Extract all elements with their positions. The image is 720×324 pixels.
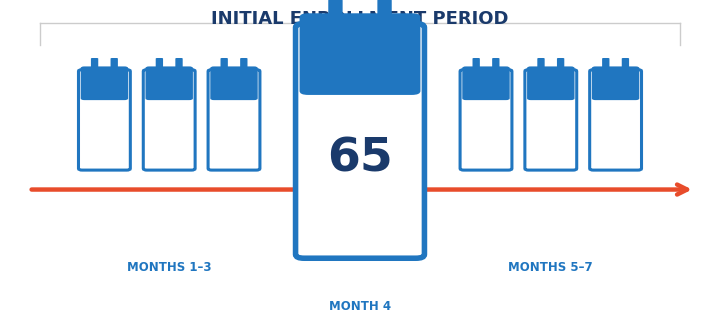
- FancyBboxPatch shape: [460, 70, 512, 170]
- FancyBboxPatch shape: [210, 66, 258, 100]
- Bar: [222, 59, 226, 75]
- FancyBboxPatch shape: [462, 66, 510, 100]
- FancyBboxPatch shape: [78, 70, 130, 170]
- Bar: [494, 59, 498, 75]
- Bar: [474, 59, 478, 75]
- FancyBboxPatch shape: [537, 58, 544, 72]
- FancyBboxPatch shape: [525, 70, 577, 170]
- Bar: [149, 85, 189, 98]
- FancyBboxPatch shape: [145, 66, 193, 100]
- Bar: [214, 85, 254, 98]
- FancyBboxPatch shape: [622, 58, 629, 72]
- FancyBboxPatch shape: [240, 58, 248, 72]
- Bar: [308, 56, 412, 91]
- FancyBboxPatch shape: [81, 66, 128, 100]
- FancyBboxPatch shape: [377, 0, 392, 29]
- Bar: [559, 59, 563, 75]
- FancyBboxPatch shape: [592, 66, 639, 100]
- Bar: [330, 0, 341, 36]
- Bar: [242, 59, 246, 75]
- Text: INITIAL ENROLLMENT PERIOD: INITIAL ENROLLMENT PERIOD: [211, 10, 509, 28]
- FancyBboxPatch shape: [492, 58, 500, 72]
- Bar: [177, 59, 181, 75]
- Text: MONTH 4: MONTH 4: [329, 300, 391, 313]
- Bar: [112, 59, 117, 75]
- Text: MONTHS 5–7: MONTHS 5–7: [508, 261, 593, 274]
- FancyBboxPatch shape: [557, 58, 564, 72]
- FancyBboxPatch shape: [111, 58, 118, 72]
- Bar: [466, 85, 506, 98]
- FancyBboxPatch shape: [220, 58, 228, 72]
- Bar: [531, 85, 571, 98]
- FancyBboxPatch shape: [208, 70, 260, 170]
- Text: MONTHS 1–3: MONTHS 1–3: [127, 261, 212, 274]
- Bar: [92, 59, 96, 75]
- FancyBboxPatch shape: [300, 13, 420, 95]
- Bar: [603, 59, 608, 75]
- Bar: [157, 59, 161, 75]
- FancyBboxPatch shape: [143, 70, 195, 170]
- FancyBboxPatch shape: [176, 58, 183, 72]
- Bar: [84, 85, 125, 98]
- FancyBboxPatch shape: [602, 58, 609, 72]
- FancyBboxPatch shape: [296, 24, 424, 258]
- FancyBboxPatch shape: [472, 58, 480, 72]
- Bar: [379, 0, 390, 36]
- Text: 65: 65: [327, 137, 393, 181]
- FancyBboxPatch shape: [91, 58, 98, 72]
- FancyBboxPatch shape: [590, 70, 642, 170]
- FancyBboxPatch shape: [156, 58, 163, 72]
- Bar: [539, 59, 543, 75]
- FancyBboxPatch shape: [527, 66, 575, 100]
- Bar: [624, 59, 628, 75]
- Bar: [595, 85, 636, 98]
- FancyBboxPatch shape: [328, 0, 343, 29]
